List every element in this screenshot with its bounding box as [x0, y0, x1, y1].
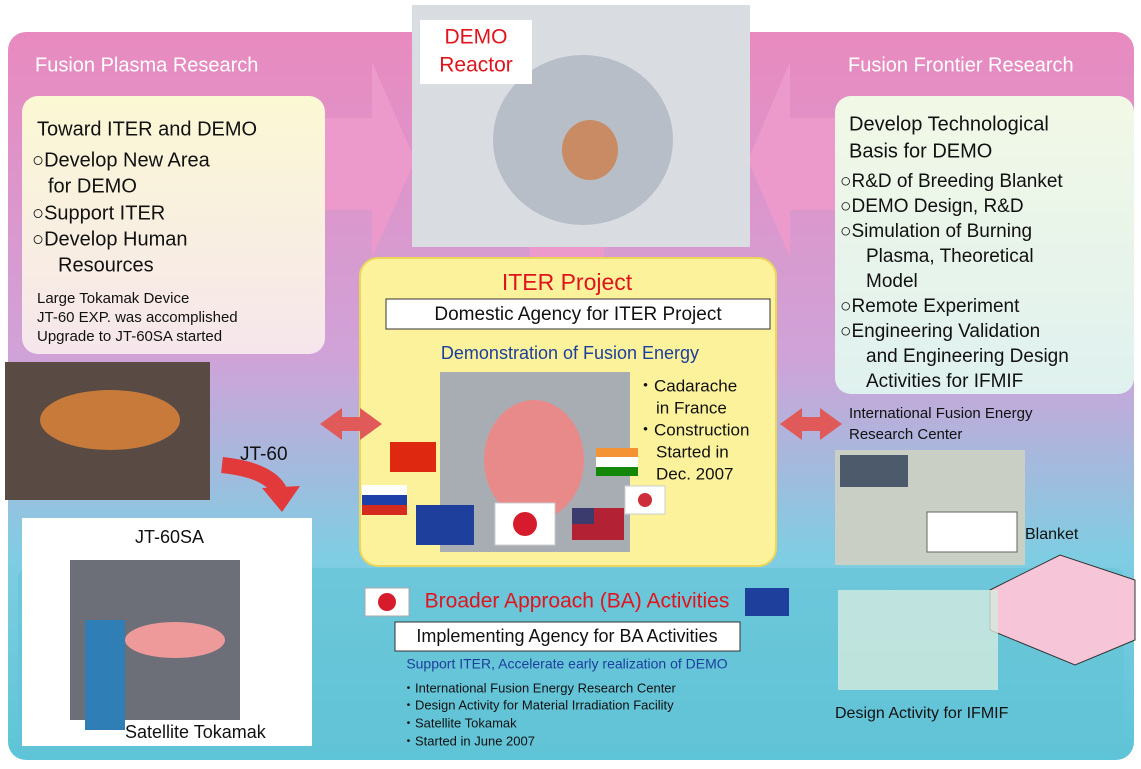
note: Upgrade to JT-60SA started [37, 328, 222, 345]
panel-title: Basis for DEMO [849, 140, 992, 162]
center-label: Research Center [849, 426, 962, 443]
jt60sa-tank [85, 620, 125, 730]
right-header: Fusion Frontier Research [848, 54, 1074, 76]
ba-bullet: ・Satellite Tokamak [402, 715, 517, 730]
ba-agency: Implementing Agency for BA Activities [416, 626, 717, 646]
satellite-label: Satellite Tokamak [125, 722, 267, 742]
item: ○R&D of Breeding Blanket [840, 171, 1063, 192]
flag [362, 505, 407, 515]
center-label: International Fusion Energy [849, 405, 1033, 422]
diagram: DEMO Reactor Fusion Plasma Research Fusi… [0, 0, 1141, 769]
item: for DEMO [48, 175, 137, 197]
panel-title: Develop Technological [849, 113, 1049, 135]
iter-bullet: Dec. 2007 [656, 464, 734, 483]
iter-agency: Domestic Agency for ITER Project [434, 304, 722, 325]
flag [416, 505, 474, 545]
demo-core [562, 120, 618, 180]
item: and Engineering Design [866, 346, 1069, 367]
flag [378, 593, 396, 611]
blanket-label: Blanket [1025, 526, 1079, 543]
iter-bullet: ・Construction [637, 420, 749, 439]
ifmif-label: Design Activity for IFMIF [835, 705, 1009, 722]
item: Resources [58, 254, 154, 276]
item: ○Develop New Area [32, 149, 211, 171]
flag [513, 512, 537, 536]
center-image-inset [840, 455, 908, 487]
panel-title: Toward ITER and DEMO [37, 118, 257, 140]
jt60sa-label: JT-60SA [135, 527, 204, 547]
item: ○Develop Human [32, 228, 188, 250]
iter-subtitle: Demonstration of Fusion Energy [441, 343, 699, 363]
ba-bullet: ・International Fusion Energy Research Ce… [402, 680, 677, 695]
ba-subtitle: Support ITER, Accelerate early realizati… [406, 656, 727, 672]
flag [596, 467, 638, 476]
iter-bullet: in France [656, 398, 727, 417]
ba-bullet: ・Design Activity for Material Irradiatio… [402, 697, 674, 712]
ifmif-image [838, 590, 998, 690]
item: Activities for IFMIF [866, 371, 1023, 392]
item: ○Engineering Validation [840, 321, 1040, 342]
left-header: Fusion Plasma Research [35, 54, 258, 76]
people-image [927, 512, 1017, 552]
note: Large Tokamak Device [37, 290, 189, 307]
page: DEMO Reactor Fusion Plasma Research Fusi… [0, 0, 1141, 769]
flag [745, 588, 789, 616]
item: ○Remote Experiment [840, 296, 1020, 317]
item: Model [866, 271, 918, 292]
item: Plasma, Theoretical [866, 246, 1034, 267]
flag [638, 493, 652, 507]
iter-title: ITER Project [502, 269, 633, 295]
flag [362, 485, 407, 495]
iter-bullet: Started in [656, 442, 729, 461]
item: ○Simulation of Burning [840, 221, 1032, 242]
flag [572, 508, 594, 524]
jt60-part [40, 390, 180, 450]
note: JT-60 EXP. was accomplished [37, 309, 238, 326]
flag [596, 448, 638, 457]
item: ○Support ITER [32, 202, 165, 224]
demo-label: Reactor [439, 54, 513, 77]
ba-title: Broader Approach (BA) Activities [425, 590, 730, 613]
ba-bullet: ・Started in June 2007 [402, 733, 535, 748]
iter-bullet: ・Cadarache [637, 376, 737, 395]
demo-label: DEMO [445, 26, 508, 49]
iter-plasma [484, 400, 584, 520]
item: ○DEMO Design, R&D [840, 196, 1024, 217]
flag [390, 442, 436, 472]
jt60sa-plasma [125, 622, 225, 658]
